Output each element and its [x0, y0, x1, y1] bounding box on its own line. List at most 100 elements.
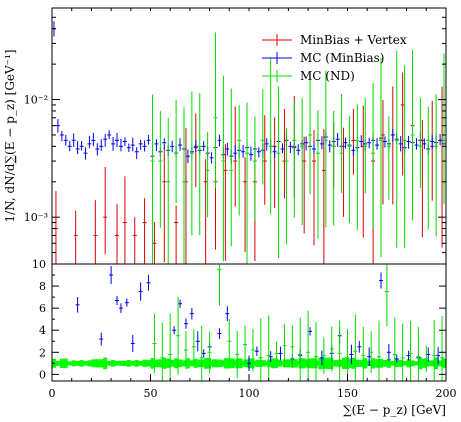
band-segment: [130, 360, 135, 366]
band-segment: [355, 359, 360, 367]
band-segment: [239, 360, 247, 366]
band-segment: [314, 361, 322, 366]
band-segment: [63, 358, 68, 369]
band-segment: [75, 360, 80, 366]
band-segment: [438, 360, 443, 367]
band-segment: [326, 357, 334, 370]
legend-entry: MC (ND): [262, 69, 355, 83]
x-tick-label: 50: [144, 387, 158, 400]
x-tick-label: 200: [436, 387, 457, 400]
band-segment: [189, 360, 194, 367]
band-segment: [259, 360, 267, 367]
band-segment: [126, 360, 131, 367]
legend-label: MinBias + Vertex: [300, 33, 407, 47]
band-segment: [103, 357, 108, 370]
band-segment: [99, 359, 104, 368]
band-segment: [298, 358, 306, 369]
band-segment: [390, 360, 395, 366]
ratio-y-tick-label: 6: [39, 302, 46, 315]
legend: MinBias + Vertex MC (MinBias) MC (ND): [262, 33, 407, 83]
axes: 0 50 100 150 200 10⁻³ 10⁻² 0 2 4 6 8 10: [24, 7, 457, 400]
band-segment: [322, 358, 330, 369]
legend-entry: MC (MinBias): [262, 51, 384, 65]
ratio-y-tick-label: 2: [39, 346, 46, 359]
band-segment: [95, 359, 100, 368]
band-segment: [351, 357, 356, 369]
legend-label: MC (MinBias): [300, 51, 384, 65]
y-tick-label: 10⁻³: [24, 211, 48, 224]
band-segment: [394, 359, 399, 368]
band-segment: [275, 360, 283, 367]
band-segment: [59, 358, 64, 369]
band-segment: [122, 360, 127, 366]
band-segment: [134, 360, 139, 367]
band-segment: [174, 358, 179, 369]
band-segment: [442, 358, 447, 369]
band-segment: [378, 358, 383, 368]
band-segment: [197, 359, 202, 368]
band-segment: [219, 360, 227, 367]
band-segment: [410, 360, 415, 367]
band-segment: [430, 360, 435, 367]
band-segment: [414, 361, 419, 366]
series-minbias-vertex: [53, 72, 445, 264]
band-segment: [107, 360, 112, 366]
band-segment: [255, 359, 263, 367]
x-tick-label: 150: [337, 387, 358, 400]
band-segment: [79, 360, 84, 367]
legend-label: MC (ND): [300, 69, 355, 83]
legend-entry: MinBias + Vertex: [262, 33, 407, 47]
band-segment: [71, 360, 76, 367]
band-segment: [111, 359, 116, 367]
band-segment: [422, 358, 427, 368]
band-segment: [402, 360, 407, 366]
main-panel: [51, 21, 447, 264]
band-segment: [204, 357, 212, 369]
band-segment: [138, 360, 143, 366]
band-segment: [223, 358, 231, 369]
band-segment: [150, 358, 155, 369]
band-segment: [290, 359, 298, 368]
band-segment: [434, 357, 439, 370]
band-segment: [294, 361, 302, 366]
x-tick-label: 0: [49, 387, 56, 400]
band-segment: [418, 357, 423, 370]
band-segment: [426, 360, 431, 367]
band-segment: [342, 357, 350, 369]
band-segment: [310, 358, 318, 369]
band-segment: [227, 358, 235, 369]
ratio-series-mc-minbias-: [75, 265, 441, 372]
band-segment: [406, 359, 411, 368]
series-mc-nd-: [150, 32, 447, 264]
band-segment: [347, 358, 352, 369]
band-segment: [55, 360, 60, 366]
band-segment: [398, 359, 403, 367]
band-segment: [375, 359, 380, 368]
band-segment: [382, 359, 387, 367]
band-segment: [231, 360, 239, 367]
x-axis-title: ∑(E − p_z) [GeV]: [343, 403, 446, 417]
band-segment: [83, 361, 88, 366]
band-segment: [91, 359, 96, 368]
band-segment: [334, 360, 342, 367]
band-segment: [181, 360, 186, 367]
band-segment: [363, 358, 368, 369]
band-segment: [212, 359, 220, 368]
band-segment: [278, 361, 286, 366]
band-segment: [263, 361, 271, 366]
band-segment: [162, 357, 167, 369]
band-segment: [235, 358, 243, 369]
band-segment: [118, 360, 123, 366]
band-segment: [302, 359, 310, 368]
band-segment: [215, 359, 223, 368]
band-segment: [271, 358, 279, 369]
band-segment: [178, 359, 183, 368]
ratio-y-tick-label: 0: [39, 368, 46, 381]
band-segment: [267, 359, 275, 368]
band-segment: [330, 360, 338, 367]
ratio-panel: [51, 264, 447, 381]
band-segment: [282, 359, 290, 368]
band-segment: [158, 359, 163, 368]
band-segment: [359, 359, 364, 367]
